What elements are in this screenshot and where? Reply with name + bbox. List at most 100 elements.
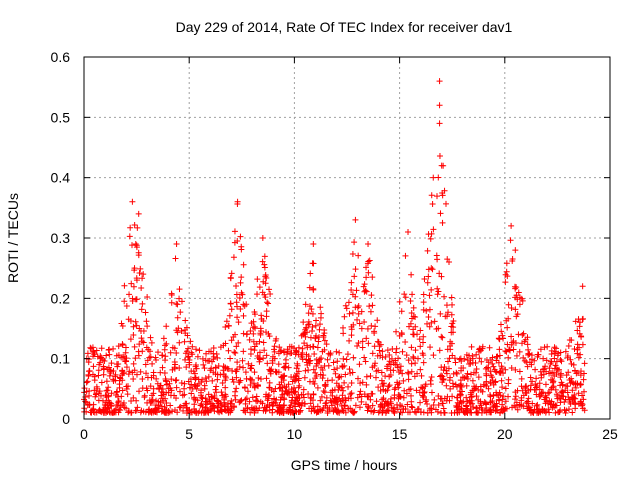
data-point <box>504 324 511 331</box>
data-point <box>443 382 450 389</box>
data-point <box>361 354 368 361</box>
data-point <box>159 352 166 359</box>
data-point <box>248 404 255 411</box>
data-point <box>426 306 433 313</box>
data-point <box>247 350 254 357</box>
data-point <box>359 379 366 386</box>
data-point <box>168 299 175 306</box>
data-point <box>386 382 393 389</box>
data-point <box>395 391 402 398</box>
data-point <box>438 273 445 280</box>
data-point <box>227 409 234 416</box>
data-point <box>516 348 523 355</box>
data-point <box>496 389 503 396</box>
data-point <box>120 400 127 407</box>
data-point <box>410 313 417 320</box>
data-point <box>506 347 513 354</box>
data-point <box>372 323 379 330</box>
data-point <box>269 409 276 416</box>
data-point <box>236 294 243 301</box>
data-point <box>408 368 415 375</box>
data-point <box>551 365 558 372</box>
data-point <box>176 295 183 302</box>
data-point <box>450 370 457 377</box>
data-point <box>573 370 580 377</box>
data-point <box>385 361 392 368</box>
data-point <box>150 372 157 379</box>
data-point <box>181 385 188 392</box>
data-point <box>492 379 499 386</box>
data-point <box>117 375 124 382</box>
data-point <box>105 393 112 400</box>
data-point <box>310 391 317 398</box>
data-point <box>542 363 549 370</box>
y-tick-label: 0.2 <box>51 290 71 306</box>
data-point <box>85 356 92 363</box>
data-point <box>280 373 287 380</box>
data-point <box>502 366 509 373</box>
data-point <box>115 397 122 404</box>
data-point <box>532 386 539 393</box>
data-point <box>212 386 219 393</box>
data-point <box>520 392 527 399</box>
data-point <box>98 379 105 386</box>
data-point <box>243 331 250 338</box>
y-tick-label: 0.5 <box>51 109 71 125</box>
data-point <box>309 310 316 317</box>
data-point <box>558 389 565 396</box>
data-point <box>301 374 308 381</box>
data-point <box>441 363 448 370</box>
data-point <box>400 377 407 384</box>
data-point <box>404 401 411 408</box>
data-point <box>150 385 157 392</box>
data-point <box>300 391 307 398</box>
data-point <box>365 393 372 400</box>
data-point <box>437 395 444 402</box>
data-point <box>321 363 328 370</box>
data-point <box>107 367 114 374</box>
data-point <box>272 368 279 375</box>
data-point <box>218 389 225 396</box>
data-point <box>383 408 390 415</box>
data-point <box>552 362 559 369</box>
data-point <box>562 409 569 416</box>
data-point <box>359 344 366 351</box>
data-point <box>263 313 270 320</box>
data-point <box>472 369 479 376</box>
data-point <box>173 395 180 402</box>
data-point <box>364 403 371 410</box>
data-point <box>538 374 545 381</box>
data-point <box>541 396 548 403</box>
data-point <box>527 374 534 381</box>
data-point <box>551 344 558 351</box>
data-point <box>191 382 198 389</box>
data-point <box>90 363 97 370</box>
data-point <box>131 267 138 274</box>
data-point <box>415 405 422 412</box>
data-point <box>490 363 497 370</box>
data-point <box>420 409 427 416</box>
y-tick-label: 0.6 <box>51 49 71 65</box>
data-point <box>498 363 505 370</box>
data-point <box>368 408 375 415</box>
data-point <box>262 280 269 287</box>
data-point <box>368 322 375 329</box>
data-point <box>152 406 159 413</box>
data-point <box>508 305 515 312</box>
data-point <box>147 353 154 360</box>
data-point <box>295 351 302 358</box>
data-point <box>450 329 457 336</box>
data-point <box>130 331 137 338</box>
data-point <box>356 391 363 398</box>
data-point <box>365 241 372 248</box>
data-point <box>567 379 574 386</box>
data-point <box>282 360 289 367</box>
data-point <box>450 324 457 331</box>
data-point <box>383 365 390 372</box>
data-point <box>436 347 443 354</box>
data-point <box>312 322 319 329</box>
data-point <box>425 231 432 238</box>
data-point <box>496 336 503 343</box>
data-point <box>165 385 172 392</box>
data-point <box>273 369 280 376</box>
